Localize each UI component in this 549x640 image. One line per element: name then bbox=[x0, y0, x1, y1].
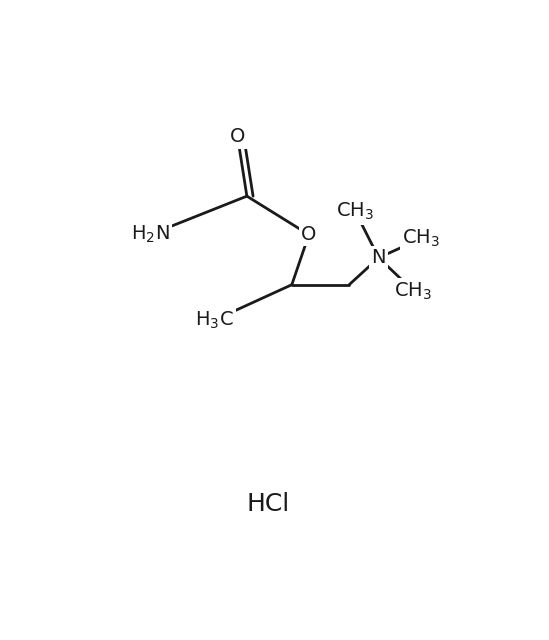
Text: N: N bbox=[371, 248, 386, 268]
Text: $\mathrm{H_3C}$: $\mathrm{H_3C}$ bbox=[195, 310, 234, 331]
Text: HCl: HCl bbox=[246, 492, 289, 516]
Text: $\mathrm{H_2N}$: $\mathrm{H_2N}$ bbox=[131, 224, 169, 245]
Text: $\mathrm{CH_3}$: $\mathrm{CH_3}$ bbox=[395, 280, 433, 301]
Text: $\mathrm{CH_3}$: $\mathrm{CH_3}$ bbox=[337, 201, 374, 222]
Text: O: O bbox=[230, 127, 245, 147]
Text: O: O bbox=[301, 225, 317, 244]
Text: $\mathrm{CH_3}$: $\mathrm{CH_3}$ bbox=[402, 228, 440, 249]
